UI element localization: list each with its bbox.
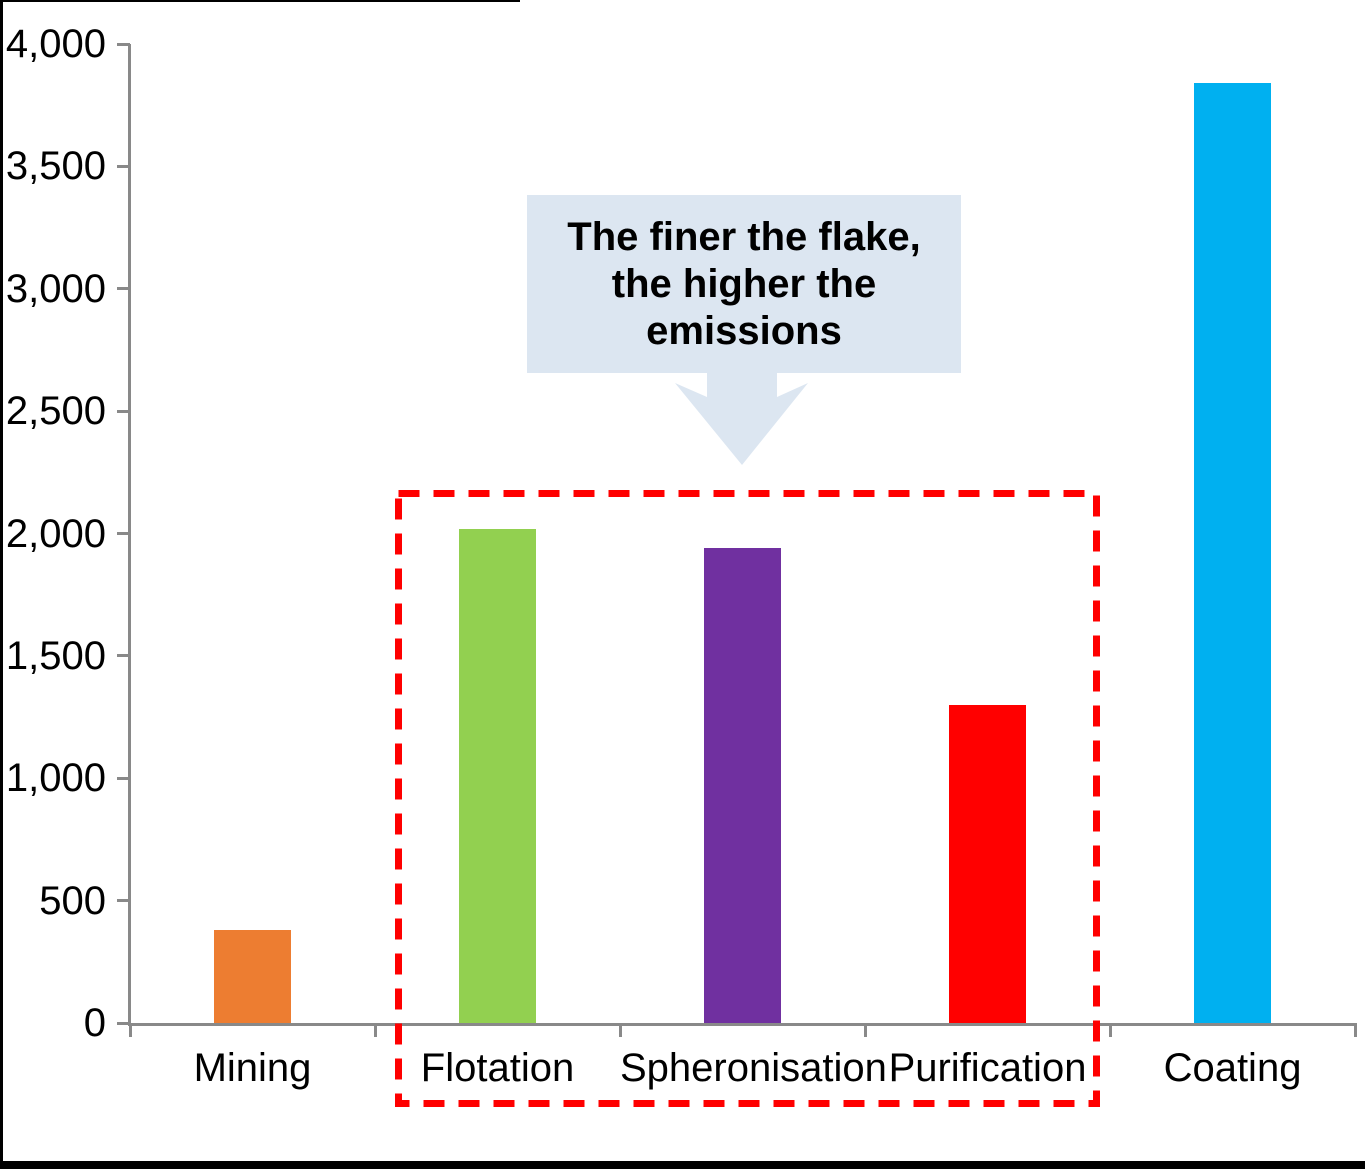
y-axis-tick-label: 3,000 [5,266,106,311]
x-axis-line [128,1023,1355,1026]
bar-spheronisation [704,548,781,1023]
callout-line: emissions [646,308,842,353]
y-axis-tick-mark [117,899,130,903]
x-axis-category-label: Purification [888,1046,1087,1090]
callout-line: The finer the flake, [567,214,921,259]
screenshot-border-bottom [0,1161,1365,1169]
y-axis-tick-label: 3,500 [5,144,106,189]
y-axis-tick-label: 2,000 [5,511,106,556]
x-axis-category-label: Mining [193,1046,312,1090]
x-axis-category-label: Spheronisation [620,1046,887,1090]
y-axis-tick-label: 0 [83,1001,106,1045]
y-axis-tick-mark [117,654,130,658]
bar-coating [1194,83,1271,1023]
y-axis-tick-mark [117,532,130,535]
x-axis-tick-mark [128,1023,132,1037]
screenshot-border-top [0,0,520,2]
y-axis-tick-label: 1,000 [5,756,106,801]
bar-mining [214,929,291,1023]
y-axis-tick-mark [117,1021,130,1025]
callout-line: the higher the [611,261,877,306]
y-axis-tick-mark [117,409,130,413]
callout-annotation: The finer the flake, the higher the emis… [527,195,961,373]
y-axis-tick-mark [117,164,130,168]
y-axis-tick-mark [117,287,130,291]
y-axis-line [128,44,131,1026]
x-axis-tick-mark [863,1023,867,1037]
bar-purification [949,704,1026,1023]
y-axis-tick-mark [117,42,130,46]
x-axis-tick-mark [373,1023,377,1037]
y-axis-tick-label: 4,000 [5,22,106,66]
screenshot-border-left [0,0,3,1169]
x-axis-category-label: Flotation [420,1046,575,1090]
y-axis-tick-label: 2,500 [5,389,106,434]
x-axis-tick-mark [618,1023,622,1037]
y-axis-tick-label: 1,500 [5,633,106,678]
x-axis-tick-mark [1353,1023,1357,1037]
bar-flotation [459,528,536,1023]
y-axis-tick-mark [117,776,130,780]
x-axis-tick-mark [1108,1023,1112,1037]
y-axis-tick-label: 500 [39,878,106,923]
x-axis-category-label: Coating [1163,1046,1302,1090]
